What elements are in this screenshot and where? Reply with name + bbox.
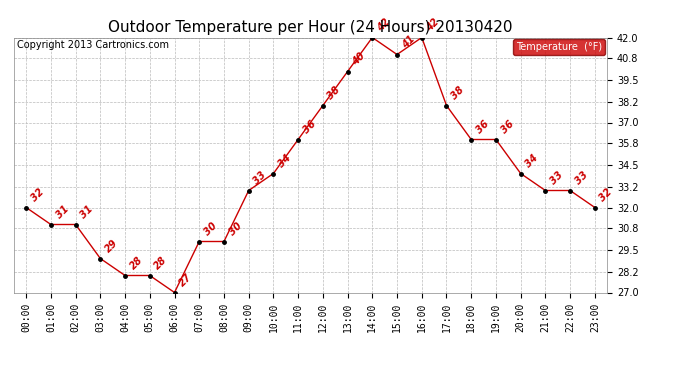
Text: 31: 31	[79, 204, 95, 220]
Text: 33: 33	[252, 170, 268, 186]
Text: Copyright 2013 Cartronics.com: Copyright 2013 Cartronics.com	[17, 40, 169, 50]
Title: Outdoor Temperature per Hour (24 Hours) 20130420: Outdoor Temperature per Hour (24 Hours) …	[108, 20, 513, 35]
Text: 28: 28	[152, 255, 169, 271]
Text: 42: 42	[425, 16, 442, 33]
Text: 36: 36	[474, 118, 491, 135]
Text: 41: 41	[400, 34, 417, 50]
Text: 28: 28	[128, 255, 145, 271]
Text: 33: 33	[573, 170, 590, 186]
Text: 30: 30	[227, 220, 244, 237]
Text: 38: 38	[449, 85, 466, 101]
Text: 34: 34	[277, 153, 293, 169]
Text: 42: 42	[375, 16, 392, 33]
Legend: Temperature  (°F): Temperature (°F)	[513, 39, 605, 55]
Text: 33: 33	[549, 170, 565, 186]
Text: 36: 36	[499, 118, 515, 135]
Text: 34: 34	[524, 153, 540, 169]
Text: 27: 27	[177, 272, 194, 288]
Text: 40: 40	[351, 51, 367, 67]
Text: 32: 32	[29, 187, 46, 203]
Text: 36: 36	[301, 118, 317, 135]
Text: 30: 30	[202, 220, 219, 237]
Text: 31: 31	[54, 204, 70, 220]
Text: 38: 38	[326, 85, 342, 101]
Text: 32: 32	[598, 187, 614, 203]
Text: 29: 29	[104, 238, 120, 254]
